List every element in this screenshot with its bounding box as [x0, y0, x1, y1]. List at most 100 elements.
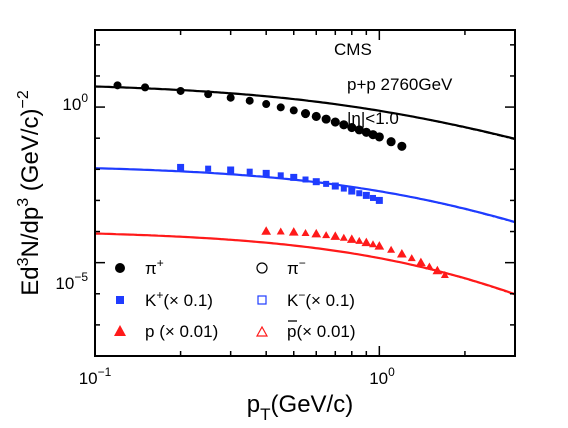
data-point-s0-9: [301, 109, 310, 118]
data-point-s1-1: [311, 111, 321, 121]
x-tick-label-1: 100: [369, 365, 395, 388]
annotation-experiment: CMS: [334, 40, 372, 59]
data-point-s4-3: [301, 228, 310, 236]
data-point-s5-2: [311, 228, 322, 238]
data-point-s4-15: [407, 254, 416, 262]
data-point-s0-19: [387, 137, 396, 146]
data-point-s4-13: [387, 245, 396, 253]
data-point-s3-2: [262, 169, 270, 177]
data-point-s0-3: [204, 90, 213, 99]
data-point-s0-14: [347, 123, 356, 132]
data-point-s0-13: [339, 120, 348, 129]
plot-frame: [94, 29, 516, 357]
data-point-s0-15: [355, 125, 364, 134]
data-point-s0-8: [289, 106, 298, 115]
legend-marker-pi-plus: [115, 263, 125, 273]
data-point-s2-11: [340, 185, 347, 192]
data-point-s2-4: [263, 170, 270, 177]
data-point-s3-3: [290, 173, 298, 181]
legend-label-proton: p (× 0.01): [145, 322, 218, 341]
data-point-s2-2: [227, 167, 234, 174]
legend-label-antiproton: p(× 0.01): [287, 322, 356, 341]
x-tick-label-0: 10−1: [79, 365, 112, 388]
annotation-eta-cut: |η|<1.0: [347, 109, 399, 128]
legend: π+ π− K+(× 0.1) K−(× 0.1) p (× 0.01) p(×…: [114, 256, 356, 341]
y-axis-label: Ed3N/dp3 (GeV/c)−2: [15, 90, 44, 296]
data-point-s4-14: [397, 249, 406, 257]
legend-marker-pi-minus: [256, 262, 268, 274]
y-tick-label-0: 100: [62, 91, 88, 114]
data-point-s4-19: [440, 271, 449, 279]
data-point-s1-4: [339, 120, 349, 130]
data-point-s0-20: [397, 142, 406, 151]
legend-label-pi-plus: π+: [145, 256, 164, 278]
data-point-s2-9: [323, 180, 330, 187]
data-point-s1-9: [374, 132, 384, 142]
data-point-s4-4: [312, 229, 321, 237]
data-point-s3-0: [177, 163, 185, 171]
data-point-s1-8: [368, 130, 378, 140]
data-point-s5-1: [288, 227, 299, 236]
data-point-s2-5: [277, 172, 284, 179]
data-point-s2-10: [332, 183, 339, 190]
data-point-s4-5: [322, 231, 331, 239]
data-point-s4-18: [433, 266, 442, 274]
data-point-s4-9: [355, 236, 364, 244]
data-point-s2-1: [205, 165, 212, 172]
y-tick-label-1: 10−5: [55, 270, 88, 293]
data-point-s4-6: [331, 232, 340, 240]
data-point-s0-11: [322, 115, 331, 124]
data-point-s1-7: [361, 127, 371, 137]
data-point-s4-1: [276, 227, 285, 235]
data-point-s2-15: [370, 194, 377, 201]
data-point-s2-6: [290, 174, 297, 181]
legend-marker-k-plus: [116, 296, 124, 304]
legend-label-pi-minus: π−: [287, 256, 306, 278]
fit-curve-alt-0: [94, 85, 516, 141]
data-point-s2-7: [302, 176, 309, 183]
annotation-system: p+p 2760GeV: [347, 75, 453, 94]
axis-ticks: [94, 30, 516, 357]
data-point-s5-3: [330, 231, 341, 240]
data-point-s0-1: [141, 83, 150, 92]
data-point-s4-12: [375, 242, 384, 250]
data-point-s0-12: [331, 118, 340, 127]
data-point-s5-6: [374, 241, 385, 250]
data-point-s1-2: [321, 114, 331, 124]
data-point-s3-6: [348, 187, 356, 195]
data-point-s4-2: [289, 228, 298, 236]
legend-marker-antiproton: [255, 325, 269, 337]
data-point-s2-13: [356, 190, 363, 197]
data-point-s5-0: [261, 226, 272, 235]
data-point-s1-0: [300, 108, 311, 119]
data-point-s2-14: [363, 192, 370, 199]
data-point-s3-8: [375, 196, 383, 204]
data-point-s0-16: [362, 128, 371, 137]
data-points: [113, 81, 449, 279]
data-point-s2-3: [246, 168, 253, 175]
data-point-s0-2: [176, 86, 185, 95]
data-point-s3-4: [312, 178, 320, 186]
data-point-s4-0: [262, 227, 271, 235]
data-point-s0-0: [113, 81, 122, 90]
data-point-s4-11: [369, 240, 378, 248]
data-point-s4-17: [425, 262, 434, 270]
data-point-s5-8: [416, 257, 426, 267]
data-point-s4-10: [362, 238, 371, 246]
data-point-s1-11: [397, 141, 407, 151]
data-point-s5-7: [396, 248, 407, 258]
data-point-s0-6: [262, 100, 271, 109]
legend-marker-proton: [114, 325, 126, 336]
legend-label-k-plus: K+(× 0.1): [145, 288, 213, 310]
fit-curve-alt-1: [94, 167, 516, 224]
data-point-s2-12: [348, 188, 355, 195]
data-point-s3-7: [362, 191, 370, 199]
data-point-s0-4: [226, 93, 235, 102]
fit-curve-1: [94, 167, 516, 224]
data-point-s4-8: [347, 235, 356, 243]
data-point-s0-10: [312, 112, 321, 121]
data-point-s5-5: [361, 237, 372, 247]
data-point-s1-10: [386, 137, 396, 147]
data-point-s0-7: [276, 103, 285, 112]
